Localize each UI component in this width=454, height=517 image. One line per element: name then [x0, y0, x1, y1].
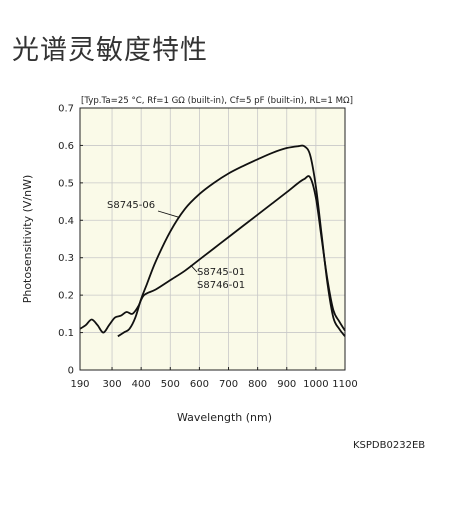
chart-heading: 光谱灵敏度特性 [12, 35, 208, 66]
series-label-2-line-1: S8745-01 [197, 267, 245, 278]
x-tick-label: 190 [70, 379, 89, 390]
y-axis-label: Photosensitivity (V/nW) [21, 175, 34, 304]
y-tick-label: 0.3 [58, 253, 74, 264]
y-tick-label: 0.6 [58, 141, 74, 152]
series-line-2 [79, 175, 346, 334]
x-axis-label: Wavelength (nm) [177, 411, 272, 424]
y-tick-label: 0 [68, 366, 74, 377]
plot-frame [79, 107, 346, 371]
y-tick-label: 0.7 [58, 104, 74, 115]
series-lines [79, 144, 346, 338]
axis-ticks: 190 300 400 500 600 700 800 900 1000 1100 0 0.1 0.2 0… [58, 104, 358, 391]
grid [80, 108, 345, 370]
series-label-1-leader [157, 210, 180, 218]
x-tick-label: 1000 [303, 379, 328, 390]
y-tick-label: 0.4 [58, 216, 74, 227]
x-tick-label: 900 [277, 379, 296, 390]
series-label-2-leader [190, 264, 198, 273]
y-tick-label: 0.5 [58, 178, 74, 189]
x-tick-label: 400 [132, 379, 151, 390]
series-label-1: S8745-06 [107, 200, 155, 211]
x-tick-label: 1100 [332, 379, 357, 390]
plot-area [80, 108, 345, 370]
series-label-2-line-2: S8746-01 [197, 280, 245, 291]
series-labels: S8745-06 S8745-01 S8746-01 [107, 200, 245, 291]
x-tick-label: 600 [190, 379, 209, 390]
x-tick-label: 700 [219, 379, 238, 390]
y-tick-label: 0.2 [58, 291, 74, 302]
x-tick-label: 500 [161, 379, 180, 390]
x-tick-label: 300 [102, 379, 121, 390]
measurement-conditions: [Typ.Ta=25 °C, Rf=1 GΩ (built-in), Cf=5 … [81, 96, 353, 106]
document-code: KSPDB0232EB [353, 440, 426, 451]
y-tick-label: 0.1 [58, 328, 74, 339]
x-tick-label: 800 [248, 379, 267, 390]
